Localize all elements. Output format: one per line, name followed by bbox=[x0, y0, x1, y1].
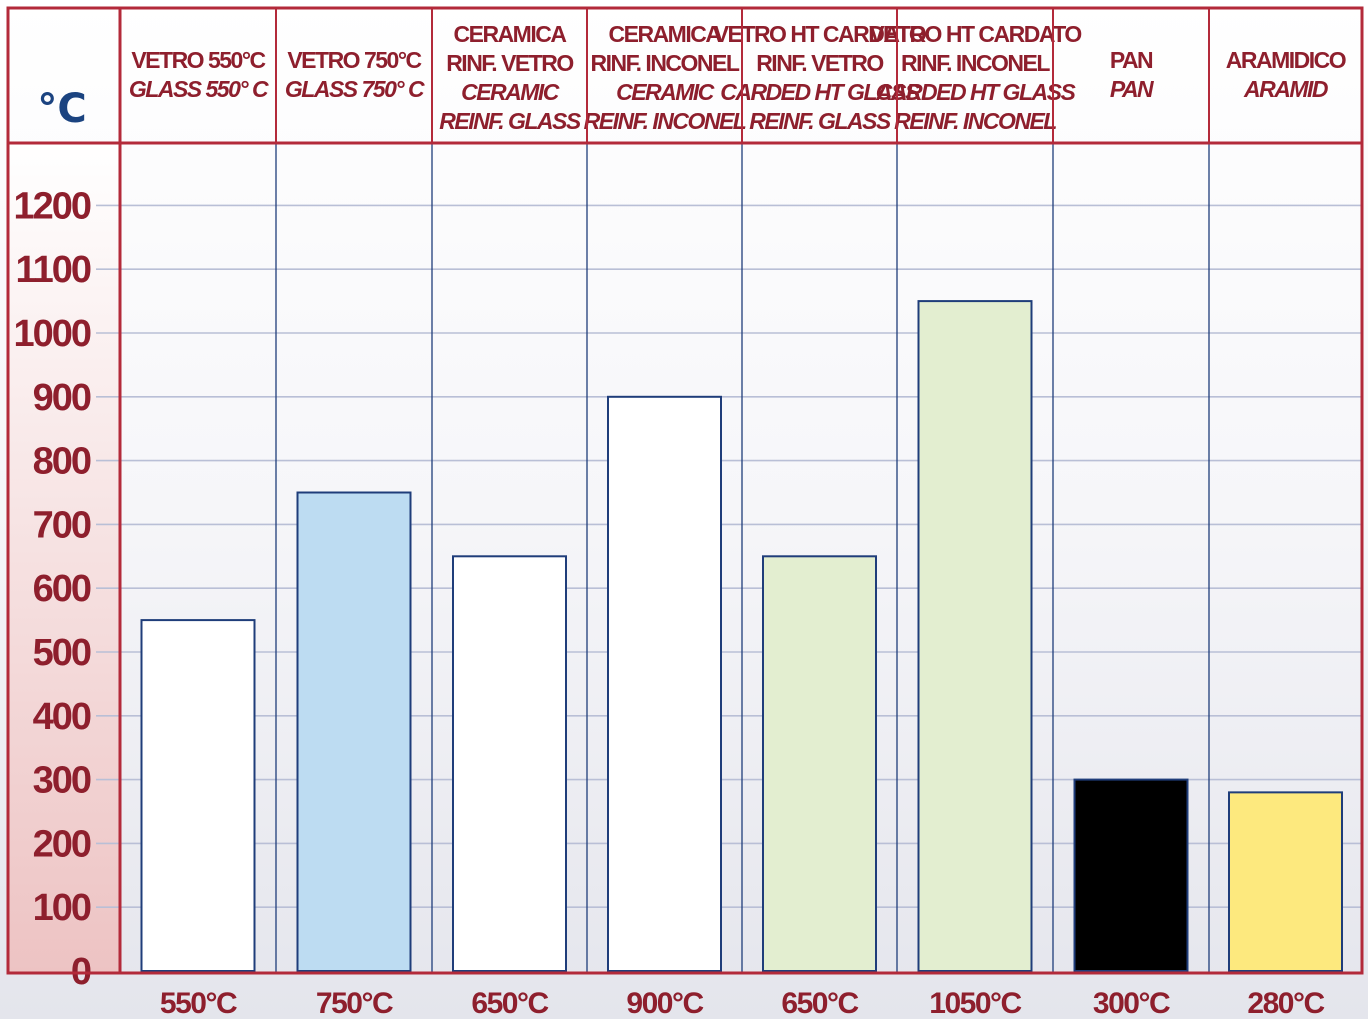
header-label-english: GLASS 750° C bbox=[285, 76, 425, 102]
y-tick-label: 1200 bbox=[13, 185, 90, 227]
bars bbox=[140, 300, 1343, 973]
y-tick-label: 700 bbox=[33, 504, 91, 546]
header-label-english: REINF. GLASS bbox=[439, 108, 582, 134]
header-label: RINF. INCONEL bbox=[591, 50, 740, 76]
header-label: ARAMIDICO bbox=[1226, 47, 1346, 73]
y-tick-label: 600 bbox=[33, 568, 91, 610]
bar bbox=[452, 555, 567, 972]
y-tick-label: 900 bbox=[33, 377, 91, 419]
header-label-english: PAN bbox=[1110, 76, 1154, 102]
value-labels: 550°C 750°C 650°C 900°C 650°C 1050°C 300°C 280°… bbox=[160, 987, 1326, 1019]
value-label: 550°C bbox=[160, 987, 237, 1019]
bar bbox=[917, 300, 1033, 973]
header-label-english: CARDED HT GLASS bbox=[876, 79, 1077, 105]
bar bbox=[762, 555, 877, 972]
header-label: CERAMICA bbox=[454, 21, 567, 47]
header-label: VETRO 550°C bbox=[131, 47, 265, 73]
header-label: RINF. VETRO bbox=[756, 50, 883, 76]
y-tick-label: 200 bbox=[33, 823, 91, 865]
header-label: VETRO 750°C bbox=[287, 47, 421, 73]
header-label-english: GLASS 550° C bbox=[129, 76, 269, 102]
header-label-english: CERAMIC bbox=[461, 79, 560, 105]
y-tick-label: 800 bbox=[33, 441, 91, 483]
y-tick-label: 300 bbox=[33, 760, 91, 802]
header-label-english: REINF. GLASS bbox=[749, 108, 892, 134]
bar bbox=[296, 491, 412, 972]
header-label-english: ARAMID bbox=[1243, 76, 1328, 102]
value-label: 650°C bbox=[781, 987, 858, 1019]
bar bbox=[1073, 778, 1189, 972]
outer-frame bbox=[6, 6, 1364, 975]
chart-frame bbox=[6, 6, 1364, 975]
header-label-english: CARDED HT GLASS bbox=[720, 79, 921, 105]
y-tick-label: 500 bbox=[33, 632, 91, 674]
header-label: CERAMICA bbox=[609, 21, 722, 47]
header-label-english: CERAMIC bbox=[616, 79, 715, 105]
y-tick-label: 1000 bbox=[13, 313, 90, 355]
value-label: 300°C bbox=[1093, 987, 1170, 1019]
value-label: 900°C bbox=[626, 987, 703, 1019]
value-label: 280°C bbox=[1247, 987, 1324, 1019]
value-label: 1050°C bbox=[929, 987, 1021, 1019]
bar bbox=[1228, 791, 1343, 972]
unit-label: °C bbox=[37, 86, 86, 132]
y-tick-label: 100 bbox=[33, 887, 91, 929]
value-label: 650°C bbox=[471, 987, 548, 1019]
value-label: 750°C bbox=[316, 987, 393, 1019]
header-label: PAN bbox=[1110, 47, 1153, 73]
header-label-english: REINF. INCONEL bbox=[894, 108, 1056, 134]
header-label: RINF. VETRO bbox=[446, 50, 573, 76]
column-dividers bbox=[275, 143, 1210, 973]
y-tick-label: 400 bbox=[33, 696, 91, 738]
header-label: VETRO HT CARDATO bbox=[714, 21, 926, 47]
bar bbox=[140, 619, 256, 972]
y-tick-label: 1100 bbox=[16, 249, 91, 291]
header-label: RINF. INCONEL bbox=[901, 50, 1050, 76]
column-headers: VETRO 550°C GLASS 550° C VETRO 750°C GLASS … bbox=[129, 21, 1347, 134]
bar bbox=[607, 395, 722, 972]
y-axis-panel bbox=[8, 143, 120, 973]
header-label: VETRO HT CARDATO bbox=[869, 21, 1081, 47]
header-label-english: REINF. INCONEL bbox=[584, 108, 746, 134]
